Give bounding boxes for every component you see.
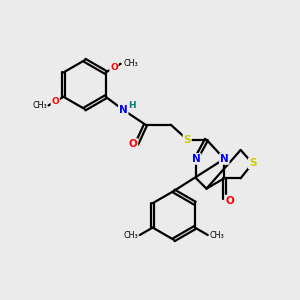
Text: H: H [128,101,135,110]
Text: O: O [225,196,234,206]
Text: CH₃: CH₃ [32,101,47,110]
Text: O: O [129,139,137,149]
Text: S: S [249,158,256,168]
Text: CH₃: CH₃ [209,230,224,239]
Text: S: S [183,135,191,145]
Text: N: N [119,105,128,115]
Text: N: N [192,154,200,164]
Text: O: O [51,97,59,106]
Text: CH₃: CH₃ [124,230,138,239]
Text: N: N [220,154,229,164]
Text: CH₃: CH₃ [123,59,138,68]
Text: O: O [110,63,118,72]
